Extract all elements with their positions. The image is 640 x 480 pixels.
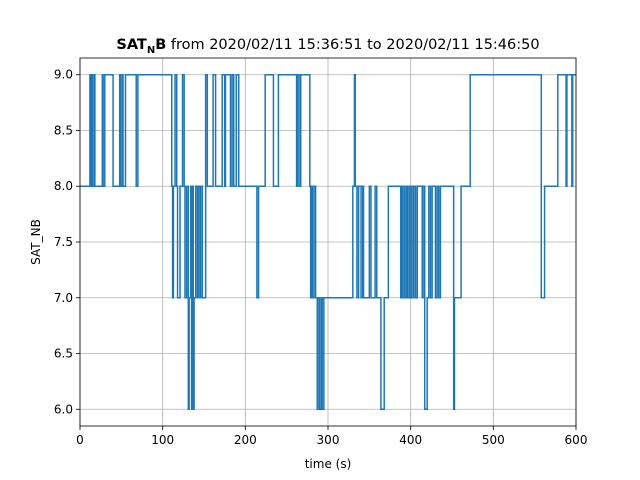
title-rest: from 2020/02/11 15:36:51 to 2020/02/11 1…	[166, 37, 539, 53]
y-tick-label: 8.0	[54, 179, 73, 193]
y-axis-label: SAT_NB	[29, 219, 43, 265]
x-tick-label: 300	[317, 433, 340, 447]
x-tick-label: 200	[234, 433, 257, 447]
y-tick-label: 8.5	[54, 123, 73, 137]
x-axis-label: time (s)	[305, 457, 352, 471]
x-axis: 0 100 200 300 400 500 600	[76, 426, 587, 447]
y-tick-label: 7.0	[54, 291, 73, 305]
x-tick-label: 400	[399, 433, 422, 447]
series-line	[80, 73, 576, 411]
series-layer	[80, 73, 576, 411]
x-tick-label: 500	[482, 433, 505, 447]
chart-title: SATNB from 2020/02/11 15:36:51 to 2020/0…	[116, 37, 539, 56]
x-tick-label: 600	[565, 433, 588, 447]
y-tick-label: 6.5	[54, 347, 73, 361]
title-subscript: N	[147, 45, 155, 56]
title-bold-part: SAT	[116, 37, 147, 53]
y-tick-label: 7.5	[54, 235, 73, 249]
y-tick-label: 9.0	[54, 68, 73, 82]
y-axis: 6.0 6.5 7.0 7.5 8.0 8.5 9.0	[54, 68, 80, 416]
x-tick-label: 100	[151, 433, 174, 447]
title-bold-suffix: B	[155, 37, 166, 53]
y-tick-label: 6.0	[54, 402, 73, 416]
x-tick-label: 0	[76, 433, 84, 447]
